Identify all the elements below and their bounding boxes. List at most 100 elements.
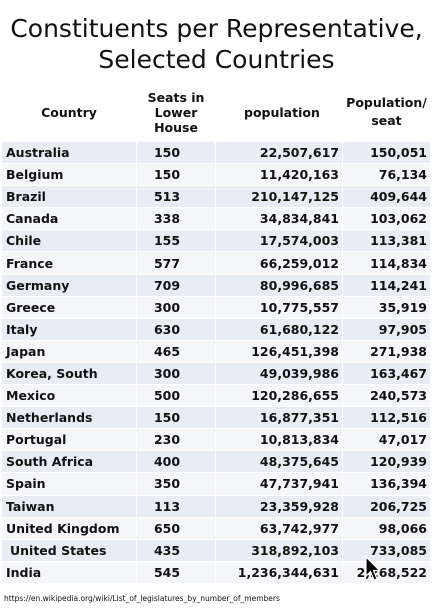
cell-country: South Africa	[1, 450, 137, 474]
cell-population: 120,286,655	[215, 384, 343, 408]
cell-seats: 300	[136, 295, 216, 319]
cell-population: 17,574,003	[215, 229, 343, 253]
cell-population: 61,680,122	[215, 317, 343, 341]
cell-population-per-seat: 206,725	[342, 494, 431, 518]
header-seats: Seats in Lower House	[136, 82, 216, 142]
cell-population-per-seat: 271,938	[342, 339, 431, 363]
cell-population: 47,737,941	[215, 472, 343, 496]
cell-population: 23,359,928	[215, 494, 343, 518]
cell-population: 126,451,398	[215, 339, 343, 363]
cell-population-per-seat: 103,062	[342, 207, 431, 231]
cell-population-per-seat: 97,905	[342, 317, 431, 341]
table-row: United Kingdom 650 63,742,977 98,066	[1, 516, 431, 540]
cell-seats: 650	[136, 516, 216, 540]
cell-country: Chile	[1, 229, 137, 253]
table-row: Korea, South 300 49,039,986 163,467	[1, 361, 431, 386]
cell-seats: 577	[136, 251, 216, 275]
table-row: India 545 1,236,344,631 2,268,522	[1, 560, 431, 584]
cell-population: 10,813,834	[215, 428, 343, 452]
cell-population-per-seat: 47,017	[342, 428, 431, 452]
header-pop-seat-line2: seat	[371, 113, 402, 128]
table-row: Brazil 513 210,147,125 409,644	[1, 185, 431, 209]
data-table: Country Seats in Lower House population …	[1, 82, 431, 584]
cell-population-per-seat: 733,085	[342, 538, 431, 562]
cell-seats: 350	[136, 472, 216, 496]
cell-population-per-seat: 98,066	[342, 516, 431, 540]
table-row: Taiwan 113 23,359,928 206,725	[1, 494, 431, 518]
cell-seats: 435	[136, 538, 216, 562]
cell-population-per-seat: 114,241	[342, 273, 431, 297]
cell-country: Germany	[1, 273, 137, 297]
header-seats-line3: House	[154, 119, 198, 135]
table-row: Greece 300 10,775,557 35,919	[1, 295, 431, 319]
cell-country: Spain	[1, 472, 137, 496]
cell-country: Japan	[1, 339, 137, 363]
title-line-2: Selected Countries	[98, 45, 335, 74]
mouse-pointer-icon	[365, 556, 381, 581]
cell-population-per-seat: 409,644	[342, 185, 431, 209]
cell-country: United Kingdom	[1, 516, 137, 540]
cell-population-per-seat: 112,516	[342, 406, 431, 430]
cell-country: India	[1, 560, 137, 584]
cell-population-per-seat: 76,134	[342, 163, 431, 187]
source-url[interactable]: https://en.wikipedia.org/wiki/List_of_le…	[4, 594, 280, 603]
cell-country: Portugal	[1, 428, 137, 452]
header-country: Country	[1, 82, 137, 142]
header-pop-seat-line1: Population/	[346, 95, 427, 110]
cell-seats: 150	[136, 406, 216, 430]
table-row: Italy 630 61,680,122 97,905	[1, 317, 431, 341]
cell-population-per-seat: 35,919	[342, 295, 431, 319]
table-header-row: Country Seats in Lower House population …	[1, 82, 431, 142]
cell-country: Mexico	[1, 384, 137, 408]
cell-population: 1,236,344,631	[215, 560, 343, 584]
table-row: South Africa 400 48,375,645 120,939	[1, 450, 431, 474]
cell-population-per-seat: 240,573	[342, 384, 431, 408]
cell-population-per-seat: 163,467	[342, 361, 431, 386]
cell-country: Greece	[1, 295, 137, 319]
cell-seats: 150	[136, 140, 216, 165]
cell-seats: 465	[136, 339, 216, 363]
table-row: Chile 155 17,574,003 113,381	[1, 229, 431, 253]
cell-seats: 709	[136, 273, 216, 297]
cell-seats: 545	[136, 560, 216, 584]
table-row: Japan 465 126,451,398 271,938	[1, 339, 431, 363]
table-row: France 577 66,259,012 114,834	[1, 251, 431, 275]
data-table-wrapper: Country Seats in Lower House population …	[1, 82, 431, 584]
table-row: United States 435 318,892,103 733,085	[1, 538, 431, 562]
cell-population-per-seat: 2,268,522	[342, 560, 431, 584]
cell-population-per-seat: 150,051	[342, 140, 431, 165]
table-row: Portugal 230 10,813,834 47,017	[1, 428, 431, 452]
cell-population: 63,742,977	[215, 516, 343, 540]
cell-country: Canada	[1, 207, 137, 231]
header-seats-line2: Lower	[154, 104, 198, 120]
cell-country: France	[1, 251, 137, 275]
cell-country: United States	[1, 538, 137, 562]
cell-seats: 230	[136, 428, 216, 452]
header-population-per-seat: Population/ seat	[342, 82, 431, 142]
cell-population: 66,259,012	[215, 251, 343, 275]
cell-population: 318,892,103	[215, 538, 343, 562]
cell-population: 210,147,125	[215, 185, 343, 209]
cell-seats: 500	[136, 384, 216, 408]
title-line-1: Constituents per Representative,	[10, 14, 423, 43]
cell-population-per-seat: 113,381	[342, 229, 431, 253]
table-row: Canada 338 34,834,841 103,062	[1, 207, 431, 231]
table-row: Germany 709 80,996,685 114,241	[1, 273, 431, 297]
cell-seats: 300	[136, 361, 216, 386]
cell-seats: 513	[136, 185, 216, 209]
table-row: Spain 350 47,737,941 136,394	[1, 472, 431, 496]
cell-seats: 150	[136, 163, 216, 187]
cell-population: 34,834,841	[215, 207, 343, 231]
cell-country: Belgium	[1, 163, 137, 187]
cell-population: 80,996,685	[215, 273, 343, 297]
cell-seats: 155	[136, 229, 216, 253]
cell-population-per-seat: 136,394	[342, 472, 431, 496]
header-seats-line1: Seats in	[147, 89, 205, 105]
cell-population: 10,775,557	[215, 295, 343, 319]
table-row: Australia 150 22,507,617 150,051	[1, 140, 431, 165]
cell-population-per-seat: 114,834	[342, 251, 431, 275]
cell-country: Netherlands	[1, 406, 137, 430]
cell-country: Korea, South	[1, 361, 137, 386]
cell-country: Brazil	[1, 185, 137, 209]
